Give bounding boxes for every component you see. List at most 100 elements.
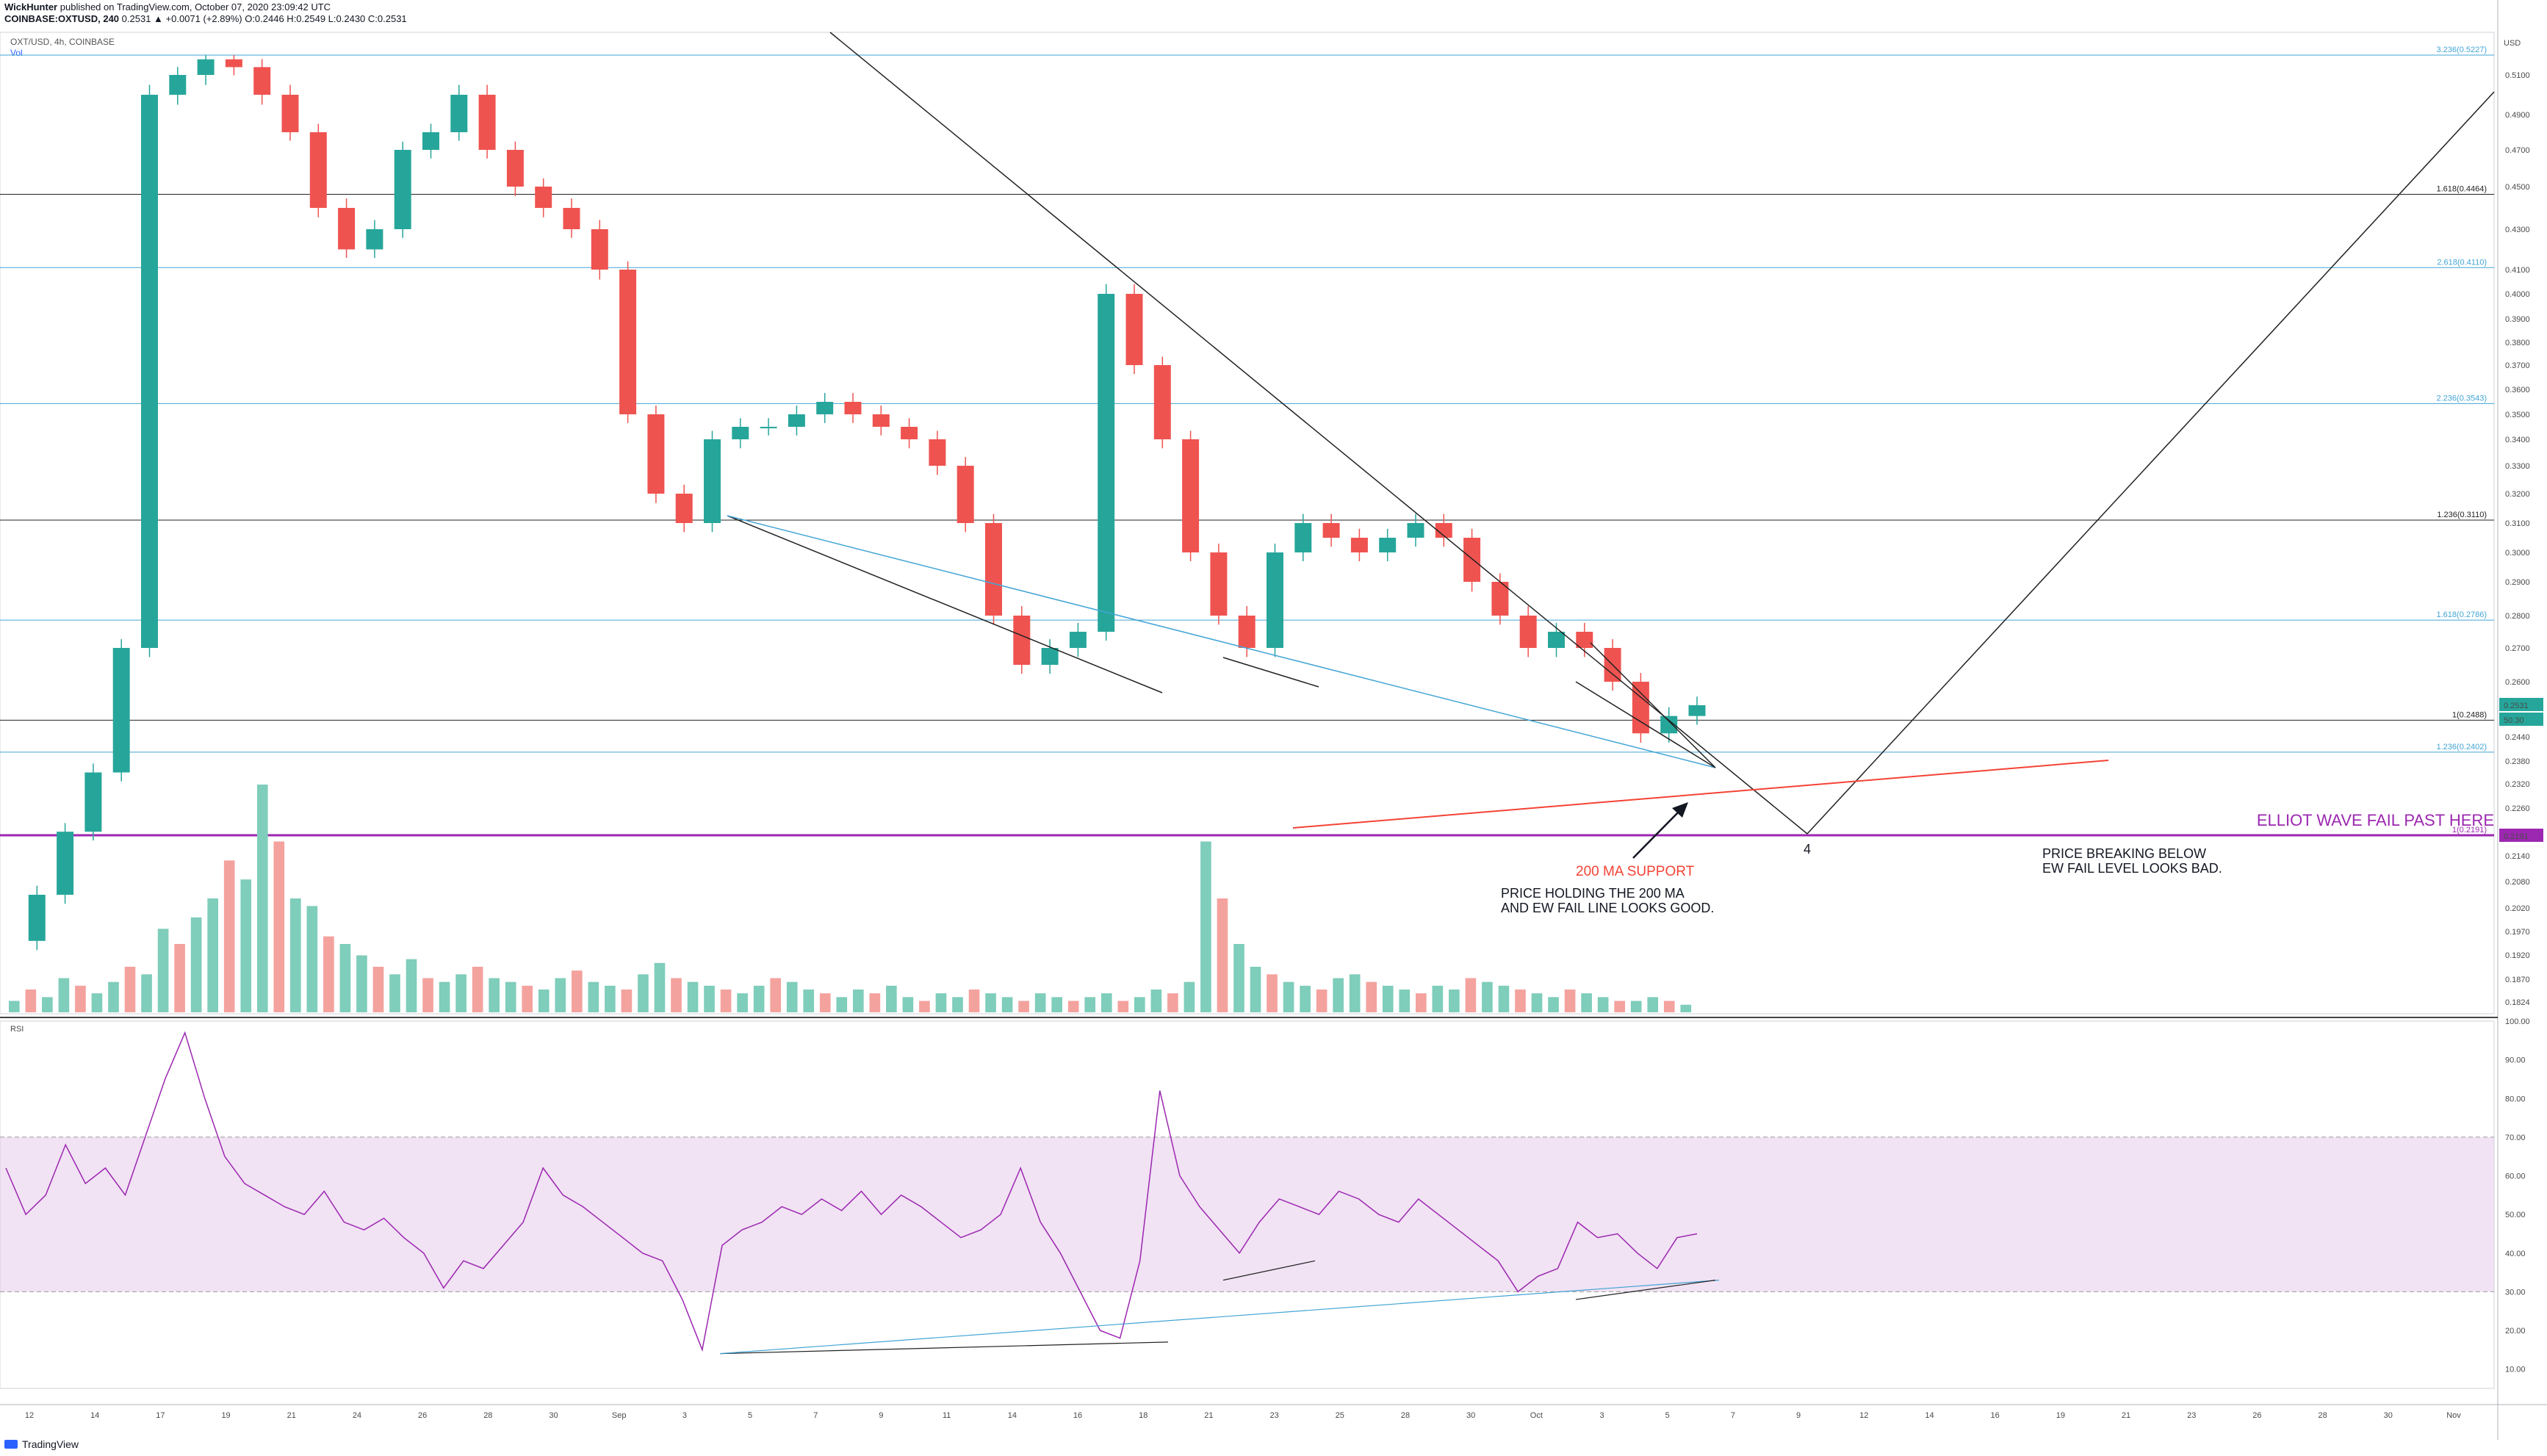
price-tick-label: 0.1970 — [2505, 928, 2530, 937]
candle-body — [563, 208, 580, 229]
volume-bar — [1333, 978, 1344, 1012]
time-tick-label: 23 — [2187, 1411, 2196, 1420]
price-tick-label: 0.3200 — [2505, 490, 2530, 499]
volume-bar — [1581, 993, 1592, 1012]
rsi-tick-label: 20.00 — [2505, 1327, 2526, 1336]
volume-bar — [638, 974, 649, 1012]
candle-body — [1548, 632, 1565, 648]
volume-bar — [323, 936, 334, 1012]
candle-body — [197, 59, 215, 75]
volume-bar — [654, 962, 666, 1012]
time-tick-label: 24 — [353, 1411, 361, 1420]
annotation-holding-1: PRICE HOLDING THE 200 MA — [1501, 886, 1685, 901]
rsi-tick-label: 100.00 — [2505, 1017, 2530, 1026]
tradingview-logo: TradingView — [4, 1438, 79, 1450]
publisher-name: WickHunter — [4, 1, 58, 12]
candle-body — [309, 132, 327, 208]
last-volume-label: 50.30 — [2504, 716, 2524, 725]
price-tick-label: 0.2380 — [2505, 757, 2530, 766]
candle-body — [1491, 582, 1509, 616]
candle-body — [1182, 439, 1200, 552]
time-tick-label: 12 — [1859, 1411, 1868, 1420]
candle-body — [732, 427, 749, 439]
volume-bar — [1630, 1001, 1642, 1012]
axis-currency-label: USD — [2504, 39, 2521, 48]
candle-body — [1210, 552, 1228, 616]
wave-line-5 — [1590, 642, 1716, 768]
candle-body — [872, 414, 890, 427]
candle-body — [28, 895, 46, 941]
time-tick-label: 9 — [1796, 1411, 1801, 1420]
price-tick-label: 0.1870 — [2505, 976, 2530, 984]
candle-body — [1463, 538, 1481, 582]
volume-bar — [42, 997, 53, 1012]
series-legend[interactable]: OXT/USD, 4h, COINBASE — [10, 37, 115, 47]
fib-level-label: 1.236(0.3110) — [2437, 511, 2487, 519]
fail-level-axis-label: 0.2191 — [2504, 832, 2529, 841]
wave-line-1 — [727, 515, 1163, 693]
volume-bar — [108, 981, 119, 1012]
price-tick-label: 0.2020 — [2505, 904, 2530, 913]
volume-bar — [1018, 1001, 1029, 1012]
price-tick-label: 0.4000 — [2505, 290, 2530, 299]
volume-bar — [372, 967, 384, 1012]
volume-bar — [124, 967, 136, 1012]
candle-body — [1041, 648, 1059, 665]
candle-body — [1632, 682, 1649, 734]
volume-bar — [1150, 990, 1162, 1012]
time-tick-label: 12 — [25, 1411, 34, 1420]
volume-bar — [472, 967, 483, 1012]
time-tick-label: 19 — [2056, 1411, 2065, 1420]
volume-bar — [1515, 990, 1526, 1012]
volume-bar — [1366, 981, 1377, 1012]
volume-bar — [952, 997, 963, 1012]
rsi-tick-label: 60.00 — [2505, 1172, 2526, 1181]
volume-bar — [505, 981, 516, 1012]
volume-bar — [1184, 981, 1195, 1012]
volume-bar — [869, 993, 881, 1012]
candle-body — [1013, 616, 1031, 665]
volume-bar — [853, 990, 864, 1012]
volume-bar — [1250, 967, 1261, 1012]
volume-bar — [141, 974, 152, 1012]
time-tick-label: 28 — [483, 1411, 492, 1420]
time-tick-label: 7 — [1731, 1411, 1735, 1420]
price-tick-label: 0.1824 — [2505, 998, 2530, 1007]
volume-bar — [91, 993, 103, 1012]
price-tick-label: 0.3400 — [2505, 436, 2530, 444]
time-tick-label: Sep — [612, 1411, 627, 1420]
candle-body — [816, 402, 834, 414]
time-tick-label: Nov — [2446, 1411, 2461, 1420]
volume-bar — [1382, 985, 1394, 1012]
candle-body — [844, 402, 862, 414]
volume-bar — [1564, 990, 1576, 1012]
candle-body — [366, 229, 383, 250]
volume-bar — [1300, 985, 1311, 1012]
candle-body — [338, 208, 356, 250]
volume-bar — [1482, 981, 1493, 1012]
price-tick-label: 0.2600 — [2505, 678, 2530, 687]
tradingview-logo-icon — [4, 1440, 18, 1449]
candle-body — [1660, 716, 1678, 734]
volume-bar — [1531, 993, 1543, 1012]
candle-body — [1407, 523, 1424, 538]
volume-bar — [1432, 985, 1444, 1012]
last-price-box — [2499, 698, 2543, 711]
candle-body — [591, 229, 608, 270]
time-tick-label: 21 — [1204, 1411, 1213, 1420]
volume-bar — [1614, 1001, 1625, 1012]
price-tick-label: 0.3000 — [2505, 549, 2530, 558]
arrow-head-icon — [1672, 802, 1688, 818]
price-tick-label: 0.4300 — [2505, 226, 2530, 234]
volume-bar — [555, 978, 566, 1012]
volume-bar — [1498, 985, 1510, 1012]
candle-body — [1435, 523, 1452, 538]
volume-bar — [836, 997, 848, 1012]
volume-bar — [985, 993, 996, 1012]
volume-bar — [1051, 997, 1062, 1012]
rsi-band — [0, 1136, 2494, 1292]
time-tick-label: 30 — [1466, 1411, 1475, 1420]
wave-line-2 — [727, 515, 1716, 768]
annotation-200ma: 200 MA SUPPORT — [1576, 864, 1695, 879]
